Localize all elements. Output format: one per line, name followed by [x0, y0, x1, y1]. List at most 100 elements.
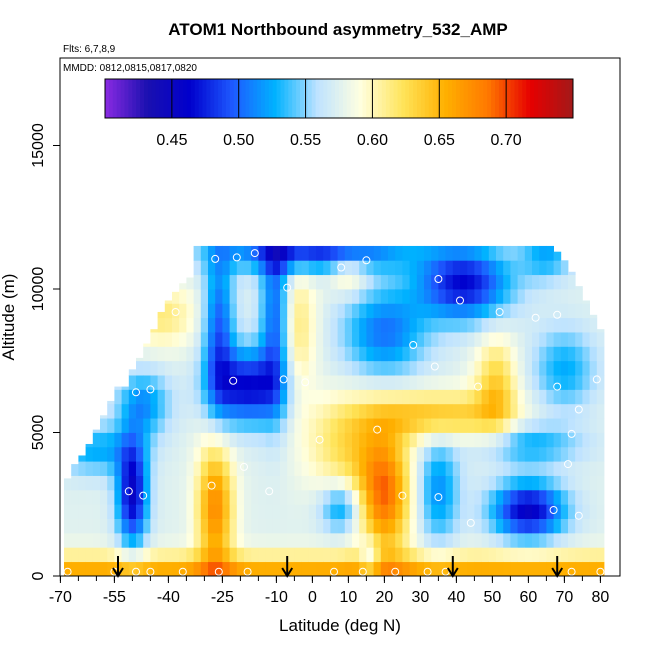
sample-point — [592, 375, 601, 384]
heatmap-cell — [222, 346, 230, 362]
heatmap-cell — [258, 289, 266, 304]
heatmap-cell — [359, 432, 367, 448]
heatmap-cell — [316, 461, 324, 476]
heatmap-cell — [272, 260, 281, 276]
heatmap-cell — [186, 375, 194, 390]
heatmap-cell — [236, 561, 245, 577]
heatmap-cell — [431, 274, 439, 290]
heatmap-cell — [366, 475, 374, 491]
heatmap-cell — [308, 375, 317, 390]
heatmap-cell — [532, 289, 540, 304]
heatmap-cell — [474, 532, 482, 548]
heatmap-cell — [150, 475, 158, 491]
heatmap-cell — [157, 418, 166, 433]
heatmap-cell — [553, 332, 562, 347]
heatmap-cell — [517, 446, 526, 462]
sample-point — [398, 491, 407, 500]
heatmap-cell — [481, 432, 490, 448]
heatmap-cell — [517, 346, 526, 362]
heatmap-cell — [272, 375, 281, 390]
heatmap-cell — [380, 346, 389, 362]
sample-point — [178, 567, 187, 576]
heatmap-cell — [503, 303, 511, 319]
heatmap-cell — [452, 346, 461, 362]
heatmap-cell — [568, 303, 576, 319]
heatmap-cell — [474, 332, 482, 347]
colorbar-segment — [522, 79, 527, 118]
heatmap-cell — [366, 532, 374, 548]
heatmap-cell — [416, 432, 425, 448]
heatmap-cell — [481, 532, 490, 548]
heatmap-cell — [560, 289, 569, 304]
colorbar-segment — [253, 79, 258, 118]
chart-title: ATOM1 Northbound asymmetry_532_AMP — [168, 20, 507, 39]
sample-point — [283, 283, 292, 292]
colorbar-segment — [124, 79, 129, 118]
heatmap-cell — [265, 403, 274, 419]
heatmap-cell — [323, 461, 331, 476]
heatmap-cell — [208, 403, 216, 419]
heatmap-cell — [208, 274, 216, 290]
heatmap-cell — [294, 303, 302, 319]
heatmap-cell — [467, 561, 475, 577]
plot-frame — [59, 57, 621, 577]
heatmap-cell — [517, 274, 526, 290]
heatmap-cell — [114, 532, 122, 548]
heatmap-cell — [280, 245, 288, 261]
heatmap-cell — [287, 518, 295, 534]
heatmap-cell — [575, 317, 583, 333]
heatmap-cell — [539, 346, 547, 362]
heatmap-cell — [532, 332, 540, 347]
colorbar-segment — [218, 79, 223, 118]
heatmap-cell — [496, 418, 504, 433]
heatmap-cell — [280, 317, 288, 333]
heatmap-cell — [402, 518, 410, 534]
heatmap-cell — [229, 360, 238, 376]
heatmap-cell — [409, 403, 418, 419]
heatmap-cell — [258, 446, 266, 462]
heatmap-cell — [337, 518, 346, 534]
heatmap-cell — [532, 245, 540, 261]
sample-point — [337, 263, 346, 272]
heatmap-cell — [114, 518, 122, 534]
colorbar-segment — [241, 79, 246, 118]
heatmap-cell — [294, 532, 302, 548]
colorbar-segment — [307, 79, 313, 118]
heatmap-cell — [416, 504, 425, 519]
heatmap-cell — [344, 245, 353, 261]
heatmap-cell — [467, 360, 475, 376]
heatmap-cell — [409, 461, 418, 476]
heatmap-cell — [244, 346, 252, 362]
heatmap-cell — [222, 432, 230, 448]
heatmap-cell — [308, 260, 317, 276]
heatmap-cell — [85, 489, 94, 505]
heatmap-cell — [294, 547, 302, 563]
heatmap-cell — [337, 245, 346, 261]
heatmap-cell — [481, 418, 490, 433]
colorbar-segment — [163, 79, 168, 118]
heatmap-cell — [488, 432, 497, 448]
heatmap-cell — [553, 461, 562, 476]
colorbar-segment — [175, 79, 180, 118]
heatmap-cell — [150, 547, 158, 563]
heatmap-cell — [503, 317, 511, 333]
heatmap-cell — [409, 561, 418, 577]
heatmap-cell — [179, 403, 187, 419]
heatmap-cell — [179, 360, 187, 376]
heatmap-cell — [179, 518, 187, 534]
x-axis: -70 -55 -40 -25 -10 0 10 20 30 40 50 60 70 80 — [49, 576, 609, 606]
heatmap-cell — [172, 332, 180, 347]
heatmap-cell — [265, 332, 274, 347]
heatmap-cell — [431, 561, 439, 577]
heatmap-cell — [222, 274, 230, 290]
heatmap-cell — [438, 245, 446, 261]
heatmap-cell — [488, 461, 497, 476]
heatmap-cell — [402, 375, 410, 390]
heatmap-cell — [539, 475, 547, 491]
heatmap-cell — [265, 260, 274, 276]
heatmap-cell — [272, 389, 281, 405]
heatmap-cell — [560, 389, 569, 405]
heatmap-cell — [308, 446, 317, 462]
heatmap-cells — [64, 245, 605, 577]
heatmap-cell — [251, 518, 259, 534]
